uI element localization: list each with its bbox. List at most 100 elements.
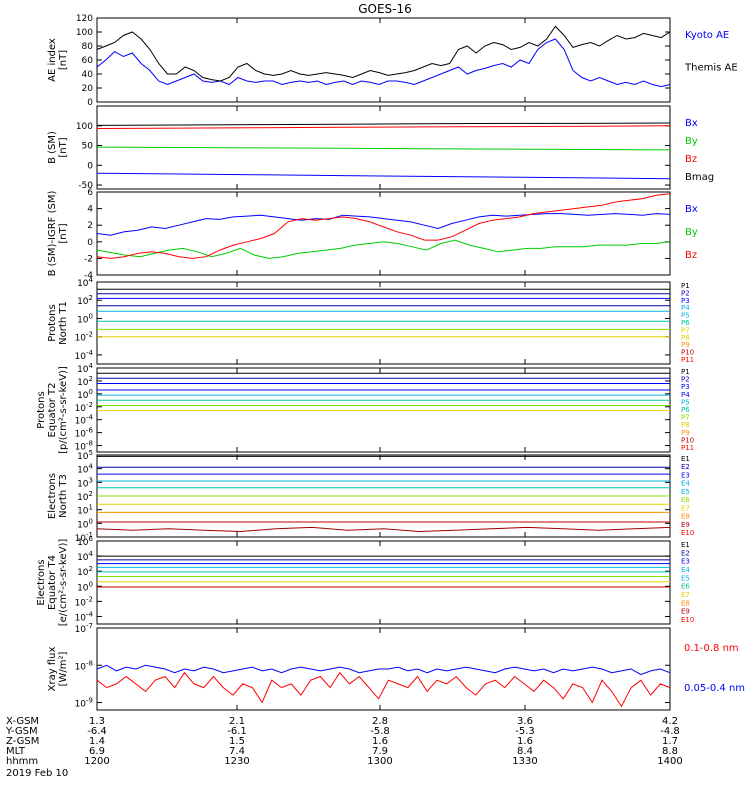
legend-entry: P7 xyxy=(681,414,690,422)
ephemeris-label: MLT xyxy=(6,746,26,757)
y-tick-label: 10-8 xyxy=(75,440,93,453)
series-line-by xyxy=(96,239,671,259)
legend-entry: E10 xyxy=(681,616,694,624)
y-tick-label: 40 xyxy=(82,70,94,80)
y-tick-label: 10-2 xyxy=(75,595,93,608)
legend-entry: E9 xyxy=(681,608,690,616)
y-tick-label: 106 xyxy=(77,535,93,548)
y-tick-label: 101 xyxy=(77,504,93,517)
panel-pn: 10-4 10-2 100 102 104 Protons North T1 P1P2P3P4… xyxy=(47,276,694,365)
ephemeris-value: 1.4 xyxy=(89,736,105,747)
y-axis-label: Xray flux xyxy=(47,647,58,692)
y-tick-label: 102 xyxy=(77,565,93,578)
ephemeris-label: Z-GSM xyxy=(6,736,39,747)
ephemeris-value: 1300 xyxy=(367,756,392,767)
panel-ae: 0 20 40 60 80 100 120 AE index [nT] Kyoto AE Themi… xyxy=(47,14,738,108)
ephemeris-value: 6.9 xyxy=(89,746,105,757)
y-tick-label: 103 xyxy=(77,476,93,489)
legend-entry: E10 xyxy=(681,529,694,537)
y-tick-label: 104 xyxy=(77,276,93,289)
series-line-bz xyxy=(96,125,671,129)
ephemeris-value: 2.1 xyxy=(229,716,245,727)
ephemeris-value: -5.8 xyxy=(370,726,390,737)
ephemeris-value: 1.3 xyxy=(89,716,105,727)
legend-entry: E6 xyxy=(681,583,690,591)
panel-frame xyxy=(96,191,671,276)
y-tick-label: 102 xyxy=(77,294,93,307)
legend-entry: E2 xyxy=(681,463,690,471)
legend-entry: E7 xyxy=(681,504,690,512)
legend-entry: P7 xyxy=(681,326,690,334)
ephemeris-value: 3.6 xyxy=(517,716,533,727)
legend-entry: P11 xyxy=(681,356,694,364)
legend-entry: 0.1-0.8 nm xyxy=(684,643,739,654)
y-axis-label: Protons xyxy=(47,304,58,341)
y-tick-label: 10-8 xyxy=(75,659,93,672)
y-axis-label: [W/m²] xyxy=(58,651,69,686)
legend-entry: E9 xyxy=(681,521,690,529)
y-axis-label: North T1 xyxy=(58,301,69,345)
legend-entry: P2 xyxy=(681,376,690,384)
panel-ee: 10-4 10-2 100 102 104 106 Electrons Equator T4[… xyxy=(36,535,694,626)
y-tick-label: 104 xyxy=(77,463,93,476)
y-tick-label: 100 xyxy=(77,388,93,401)
legend-entry: P10 xyxy=(681,436,694,444)
panel-bresid: -4 -2 0 2 4 6 B (SM)-IGRF (SM) [nT] Bx By Bz xyxy=(47,188,698,281)
legend-entry: P3 xyxy=(681,383,690,391)
panel-frame xyxy=(96,281,671,365)
y-axis-label: Electrons xyxy=(47,473,58,519)
y-axis-label: [nT] xyxy=(58,137,69,157)
y-axis-label: B (SM)-IGRF (SM) xyxy=(47,191,58,277)
y-tick-label: 10-6 xyxy=(75,427,94,440)
y-tick-label: 10-9 xyxy=(75,697,93,710)
ephemeris-value: 8.8 xyxy=(662,746,678,757)
legend-entry: P1 xyxy=(681,368,690,376)
y-tick-label: 10-7 xyxy=(75,622,93,635)
y-tick-label: 50 xyxy=(82,142,94,152)
legend-entry: E8 xyxy=(681,513,690,521)
legend-entry: P4 xyxy=(681,304,690,312)
ephemeris-value: -6.4 xyxy=(87,726,107,737)
y-tick-label: 4 xyxy=(87,205,93,215)
legend-entry: P4 xyxy=(681,391,690,399)
legend-entry: P8 xyxy=(681,334,690,342)
legend-entry: P1 xyxy=(681,282,690,290)
y-tick-label: 100 xyxy=(77,517,93,530)
legend-entry: E5 xyxy=(681,574,690,582)
legend-entry: By xyxy=(685,227,698,238)
legend-entry: E3 xyxy=(681,558,690,566)
y-tick-label: -2 xyxy=(84,254,93,264)
ephemeris-value: 4.2 xyxy=(662,716,678,727)
y-tick-label: 10-1 xyxy=(75,531,93,544)
legend-entry: Bx xyxy=(685,118,698,129)
legend-entry: P5 xyxy=(681,312,690,320)
series-line-bx xyxy=(96,172,671,180)
y-tick-label: 100 xyxy=(76,28,93,38)
ephemeris-value: 2.8 xyxy=(372,716,388,727)
legend-entry: P3 xyxy=(681,297,690,305)
ephemeris-value: -5.3 xyxy=(515,726,535,737)
y-axis-label: Electrons xyxy=(36,559,47,605)
legend-entry: E4 xyxy=(681,480,690,488)
y-tick-label: 105 xyxy=(77,449,93,462)
ephemeris-footer: X-GSM 1.3 2.1 2.8 3.6 4.2 Y-GSM -6.4 -6.1 -5.8 -5.… xyxy=(5,716,683,779)
series-line-0-1-0-8-nm xyxy=(96,671,671,708)
series-line-kyoto-ae xyxy=(96,38,671,88)
y-axis-label: [p/(cm²-s-sr-keV)] xyxy=(58,366,69,454)
panel-bsm: -50 0 50 100 B (SM) [nT] Bx By Bz Bmag xyxy=(47,105,714,191)
legend-entry: E6 xyxy=(681,496,690,504)
y-tick-label: -4 xyxy=(84,271,93,281)
y-axis-label: Equator T4 xyxy=(47,555,58,610)
y-axis-label: Equator T2 xyxy=(47,383,58,438)
ephemeris-value: 1330 xyxy=(512,756,537,767)
series-line-by xyxy=(96,146,671,151)
legend-entry: P5 xyxy=(681,398,690,406)
ephemeris-value: 1200 xyxy=(84,756,109,767)
ephemeris-value: 7.9 xyxy=(372,746,388,757)
legend-entry: P6 xyxy=(681,406,690,414)
y-axis-label: B (SM) xyxy=(47,131,58,164)
ephemeris-value: 1.7 xyxy=(662,736,678,747)
